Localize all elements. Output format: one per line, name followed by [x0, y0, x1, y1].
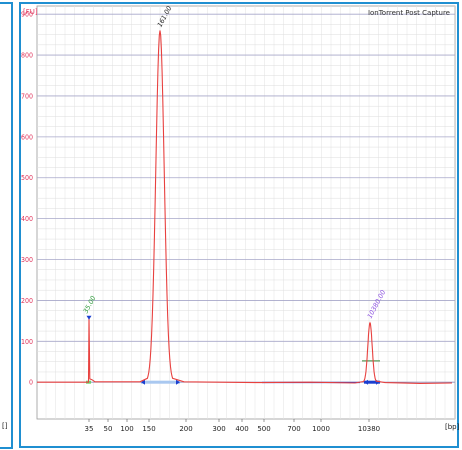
- y-tick-label: 200: [21, 297, 33, 305]
- y-tick-label: 400: [21, 215, 33, 223]
- x-tick-label: 35: [85, 425, 94, 433]
- chart-title: IonTorrent Post Capture: [368, 9, 450, 17]
- x-tick-label: 200: [179, 425, 192, 433]
- x-tick-label: 400: [235, 425, 248, 433]
- y-tick-label: 500: [21, 174, 33, 182]
- range-arrow: [141, 379, 145, 385]
- trace-line: [37, 30, 453, 384]
- range-arrow: [364, 379, 368, 385]
- y-tick-label: 0: [29, 379, 33, 387]
- peak-range-bar: [364, 380, 380, 384]
- peak-range-bar: [141, 380, 180, 384]
- x-axis-ticks: 35 50 100 150 200 300 400 500 700 1000 10380: [85, 419, 380, 433]
- left-panel-fragment: []: [2, 422, 8, 430]
- y-tick-label: 800: [21, 52, 33, 60]
- range-arrow: [176, 379, 180, 385]
- x-tick-label: 10380: [358, 425, 380, 433]
- y-axis-ticks: 0 100 200 300 400 500 600 700 800 900: [21, 11, 33, 387]
- x-tick-label: 150: [142, 425, 155, 433]
- peak-marker: [86, 315, 92, 320]
- y-axis-unit: [FU]: [23, 8, 38, 16]
- x-tick-label: 500: [257, 425, 270, 433]
- x-axis-unit: [bp]: [445, 423, 460, 431]
- x-tick-label: 700: [287, 425, 300, 433]
- plot-area: [36, 5, 456, 420]
- left-panel-border: [0, 2, 13, 449]
- x-tick-label: 100: [120, 425, 133, 433]
- main-panel-border: [19, 2, 459, 448]
- grid: [37, 6, 455, 419]
- y-tick-label: 100: [21, 338, 33, 346]
- x-tick-label: 300: [212, 425, 225, 433]
- y-tick-label: 900: [21, 11, 33, 19]
- x-tick-label: 50: [104, 425, 113, 433]
- x-tick-label: 1000: [312, 425, 330, 433]
- y-tick-label: 700: [21, 92, 33, 100]
- y-tick-label: 300: [21, 256, 33, 264]
- y-tick-label: 600: [21, 133, 33, 141]
